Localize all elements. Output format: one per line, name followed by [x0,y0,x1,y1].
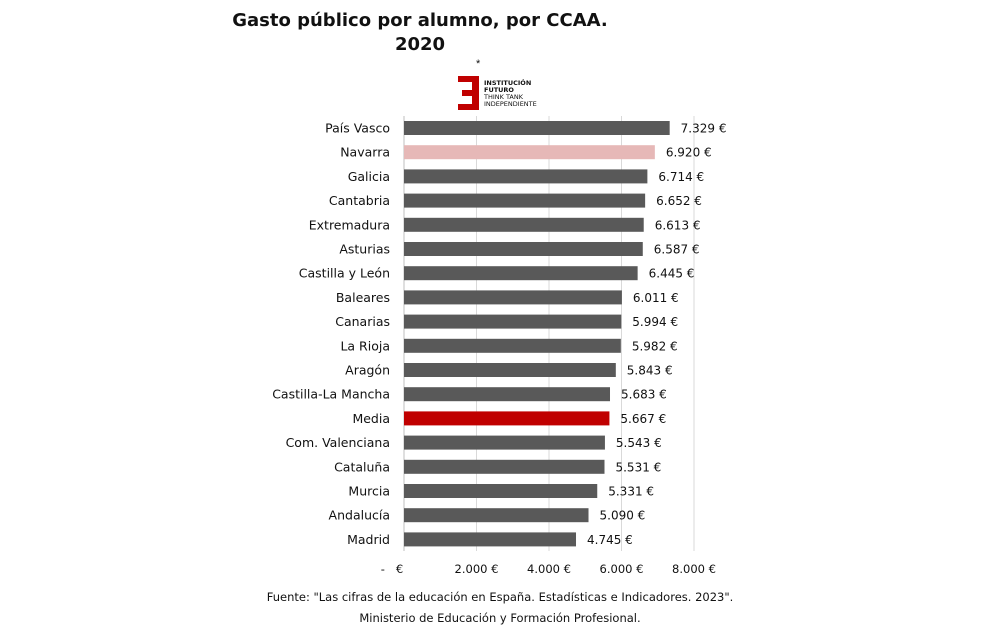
x-tick-label: 6.000 € [600,562,644,576]
bar [404,145,655,160]
value-label: 6.714 € [658,170,704,184]
category-label: Asturias [339,242,390,257]
title-asterisk: * [476,58,481,70]
value-label: 5.994 € [632,315,678,329]
value-label: 7.329 € [681,122,727,136]
value-label: 5.090 € [600,509,646,523]
bar [404,121,670,135]
bar [404,363,616,377]
category-label: La Rioja [340,338,390,353]
value-label: 5.331 € [608,485,654,499]
value-label: 6.920 € [666,146,712,160]
bar [404,217,644,232]
value-label: 6.613 € [655,218,701,232]
bar [404,435,605,450]
category-label: Galicia [348,169,390,184]
category-label: Castilla y León [299,266,390,281]
category-label: Com. Valenciana [286,435,390,450]
bar [404,484,598,498]
value-label: 4.745 € [587,533,633,547]
value-label: 5.667 € [620,412,666,426]
category-label: Murcia [348,484,390,499]
category-label: Baleares [336,290,390,305]
bar-chart: - € 2.000 € 4.000 € 6.000 € 8.000 € País Vasc… [272,116,727,576]
category-label: Andalucía [329,508,390,523]
category-label: Cataluña [334,459,390,474]
bar [404,169,648,184]
institucion-futuro-logo: INSTITUCIÓN FUTURO THINK TANK INDEPENDIE… [458,76,548,110]
bar [404,411,610,426]
category-label: Aragón [345,363,390,378]
value-label: 6.011 € [633,291,679,305]
logo-line-3: THINK TANK [484,93,524,101]
bar [404,459,605,474]
bar [404,193,646,208]
x-tick-label: 2.000 € [455,562,499,576]
bar [404,266,638,281]
value-label: 6.587 € [654,243,700,257]
x-tick-label: - € [381,562,403,576]
chart-title: Gasto público por alumno, por CCAA. [232,10,608,31]
logo-line-1: INSTITUCIÓN [484,79,532,87]
bar [404,290,622,305]
category-label: Navarra [340,145,390,160]
source-line-2: Ministerio de Educación y Formación Prof… [359,611,641,625]
category-label: Castilla-La Mancha [272,387,390,402]
logo-line-2: FUTURO [484,86,514,94]
bar [404,338,621,353]
value-label: 5.843 € [627,364,673,378]
value-label: 5.683 € [621,388,667,402]
bar [404,314,622,329]
bar [404,242,643,256]
bar [404,532,577,547]
category-label: País Vasco [325,121,390,136]
logo-mark-icon [458,76,479,110]
source-line-1: Fuente: "Las cifras de la educación en E… [266,590,734,604]
value-label: 5.982 € [632,339,678,353]
category-label: Madrid [347,532,390,547]
category-label: Extremadura [309,217,390,232]
category-label: Canarias [335,314,390,329]
category-label: Media [352,411,390,426]
category-label: Cantabria [329,193,390,208]
value-label: 6.445 € [649,267,695,281]
chart-subtitle: 2020 [394,34,446,55]
x-tick-label: 4.000 € [527,562,571,576]
value-label: 6.652 € [656,194,702,208]
value-label: 5.543 € [616,436,662,450]
bar [404,508,589,523]
value-label: 5.531 € [615,460,661,474]
x-tick-label: 8.000 € [672,562,716,576]
logo-line-4: INDEPENDIENTE [484,100,537,108]
bar [404,387,611,402]
logo-text: INSTITUCIÓN FUTURO THINK TANK INDEPENDIE… [484,80,537,108]
